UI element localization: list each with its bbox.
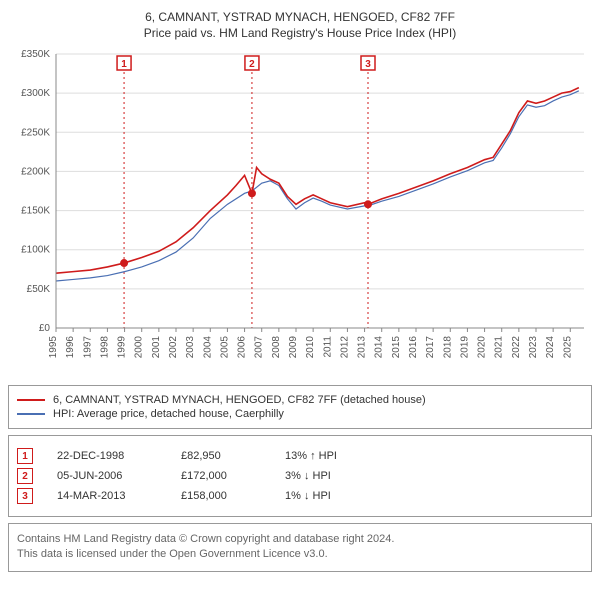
svg-text:2009: 2009 [288, 336, 299, 359]
svg-text:2024: 2024 [545, 336, 556, 359]
svg-text:£50K: £50K [27, 284, 51, 295]
event-number-badge: 1 [17, 448, 33, 464]
svg-text:£300K: £300K [21, 88, 50, 99]
svg-text:£200K: £200K [21, 166, 50, 177]
legend-swatch [17, 413, 45, 415]
svg-text:2002: 2002 [168, 336, 179, 359]
svg-text:£350K: £350K [21, 49, 50, 60]
svg-text:1996: 1996 [65, 336, 76, 359]
event-price: £172,000 [181, 470, 261, 482]
svg-text:2023: 2023 [528, 336, 539, 359]
svg-text:£0: £0 [39, 323, 51, 334]
svg-text:£150K: £150K [21, 206, 50, 217]
svg-text:2016: 2016 [408, 336, 419, 359]
svg-text:2020: 2020 [477, 336, 488, 359]
svg-text:2021: 2021 [494, 336, 505, 359]
svg-text:£250K: £250K [21, 127, 50, 138]
svg-text:2001: 2001 [151, 336, 162, 359]
chart-container: £0 £50K £100K £150K £200K £250K £300K £350K 1 2 3 1… [8, 46, 592, 379]
event-row: 2 05-JUN-2006 £172,000 3% ↓ HPI [17, 468, 583, 484]
event-row: 1 22-DEC-1998 £82,950 13% ↑ HPI [17, 448, 583, 464]
legend-swatch [17, 399, 45, 401]
event-number-badge: 2 [17, 468, 33, 484]
event-price: £158,000 [181, 490, 261, 502]
svg-text:1999: 1999 [117, 336, 128, 359]
legend-label: HPI: Average price, detached house, Caer… [53, 408, 284, 420]
event-date: 05-JUN-2006 [57, 470, 157, 482]
chart-subtitle: Price paid vs. HM Land Registry's House … [8, 26, 592, 40]
svg-text:2015: 2015 [391, 336, 402, 359]
svg-text:2014: 2014 [374, 336, 385, 359]
event-price: £82,950 [181, 450, 261, 462]
event-date: 14-MAR-2013 [57, 490, 157, 502]
event-change: 1% ↓ HPI [285, 490, 331, 502]
event-change: 3% ↓ HPI [285, 470, 331, 482]
svg-text:1: 1 [121, 59, 127, 70]
svg-text:2013: 2013 [357, 336, 368, 359]
footer-line: This data is licensed under the Open Gov… [17, 547, 583, 562]
footer-line: Contains HM Land Registry data © Crown c… [17, 532, 583, 547]
legend-item: HPI: Average price, detached house, Caer… [17, 408, 583, 420]
legend: 6, CAMNANT, YSTRAD MYNACH, HENGOED, CF82… [8, 385, 592, 429]
svg-text:1997: 1997 [82, 336, 93, 359]
svg-text:2005: 2005 [219, 336, 230, 359]
event-date: 22-DEC-1998 [57, 450, 157, 462]
svg-text:2019: 2019 [459, 336, 470, 359]
event-number-badge: 3 [17, 488, 33, 504]
svg-text:1995: 1995 [48, 336, 59, 359]
chart-title: 6, CAMNANT, YSTRAD MYNACH, HENGOED, CF82… [8, 10, 592, 24]
svg-text:£100K: £100K [21, 245, 50, 256]
svg-text:2010: 2010 [305, 336, 316, 359]
svg-text:2022: 2022 [511, 336, 522, 359]
svg-text:1998: 1998 [99, 336, 110, 359]
svg-text:2004: 2004 [202, 336, 213, 359]
svg-text:2: 2 [249, 59, 255, 70]
event-row: 3 14-MAR-2013 £158,000 1% ↓ HPI [17, 488, 583, 504]
svg-text:2018: 2018 [442, 336, 453, 359]
svg-text:2007: 2007 [254, 336, 265, 359]
legend-label: 6, CAMNANT, YSTRAD MYNACH, HENGOED, CF82… [53, 394, 426, 406]
svg-text:2006: 2006 [237, 336, 248, 359]
svg-text:3: 3 [365, 59, 371, 70]
line-chart: £0 £50K £100K £150K £200K £250K £300K £350K 1 2 3 1… [8, 46, 592, 376]
svg-text:2008: 2008 [271, 336, 282, 359]
svg-text:2000: 2000 [134, 336, 145, 359]
svg-text:2025: 2025 [562, 336, 573, 359]
svg-text:2003: 2003 [185, 336, 196, 359]
events-table: 1 22-DEC-1998 £82,950 13% ↑ HPI 2 05-JUN-2006… [8, 435, 592, 517]
footer-attribution: Contains HM Land Registry data © Crown c… [8, 523, 592, 572]
svg-text:2017: 2017 [425, 336, 436, 359]
event-change: 13% ↑ HPI [285, 450, 337, 462]
svg-text:2011: 2011 [322, 336, 333, 358]
svg-text:2012: 2012 [339, 336, 350, 359]
legend-item: 6, CAMNANT, YSTRAD MYNACH, HENGOED, CF82… [17, 394, 583, 406]
